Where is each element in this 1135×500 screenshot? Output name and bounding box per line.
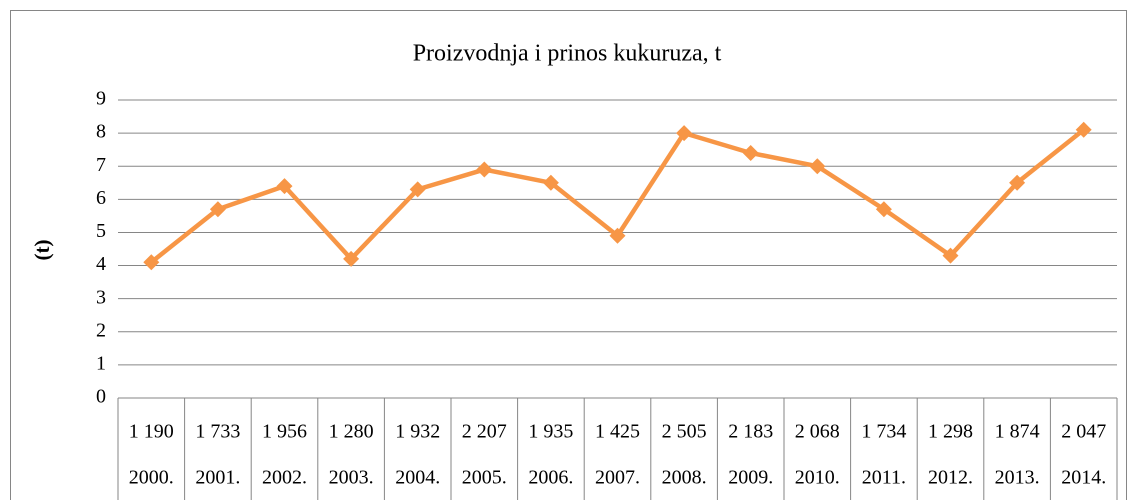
x-tick-label: 2011. bbox=[862, 467, 906, 489]
x-tick-label-production: 2 068 bbox=[795, 421, 840, 443]
x-tick-label-production: 1 280 bbox=[329, 421, 374, 443]
x-tick-label-production: 1 874 bbox=[995, 421, 1040, 443]
x-tick-label-production: 1 190 bbox=[129, 421, 174, 443]
x-tick-label: 2008. bbox=[662, 467, 707, 489]
x-tick-label-production: 1 425 bbox=[595, 421, 640, 443]
x-tick-label-production: 2 207 bbox=[462, 421, 507, 443]
y-tick-label: 2 bbox=[96, 319, 106, 341]
y-tick-label: 3 bbox=[96, 286, 106, 308]
x-tick-label-production: 2 183 bbox=[728, 421, 773, 443]
y-tick-label: 5 bbox=[96, 220, 106, 242]
marker bbox=[276, 178, 293, 195]
x-tick-label: 2014. bbox=[1061, 467, 1106, 489]
y-tick-label: 4 bbox=[96, 253, 106, 275]
x-tick-label-production: 2 047 bbox=[1061, 421, 1106, 443]
marker bbox=[542, 174, 559, 191]
x-tick-label: 2012. bbox=[928, 467, 973, 489]
x-tick-label: 2006. bbox=[528, 467, 573, 489]
x-tick-label: 2007. bbox=[595, 467, 640, 489]
marker bbox=[143, 254, 160, 271]
x-tick-label-production: 1 733 bbox=[195, 421, 240, 443]
x-tick-label-production: 1 956 bbox=[262, 421, 307, 443]
marker bbox=[609, 227, 626, 244]
marker bbox=[676, 125, 693, 142]
y-tick-label: 1 bbox=[96, 352, 106, 374]
x-tick-label: 2000. bbox=[129, 467, 174, 489]
y-tick-label: 7 bbox=[96, 154, 106, 176]
marker bbox=[476, 161, 493, 178]
x-tick-label: 2009. bbox=[728, 467, 773, 489]
marker bbox=[809, 158, 826, 175]
x-tick-label: 2001. bbox=[195, 467, 240, 489]
marker bbox=[742, 144, 759, 161]
x-tick-label: 2010. bbox=[795, 467, 840, 489]
x-tick-label: 2005. bbox=[462, 467, 507, 489]
x-tick-label: 2003. bbox=[329, 467, 374, 489]
chart-border bbox=[10, 10, 1127, 500]
x-tick-label: 2004. bbox=[395, 467, 440, 489]
y-tick-label: 9 bbox=[96, 88, 106, 110]
marker bbox=[875, 201, 892, 218]
y-tick-label: 0 bbox=[96, 386, 106, 408]
y-axis-label: (t) bbox=[30, 240, 54, 261]
y-tick-label: 8 bbox=[96, 121, 106, 143]
x-tick-label-production: 1 734 bbox=[861, 421, 906, 443]
x-tick-label-production: 1 932 bbox=[395, 421, 440, 443]
chart-title: Proizvodnja i prinos kukuruza, t bbox=[413, 41, 722, 67]
marker bbox=[343, 250, 360, 267]
marker bbox=[209, 201, 226, 218]
x-tick-label: 2002. bbox=[262, 467, 307, 489]
marker bbox=[409, 181, 426, 198]
x-tick-label-production: 1 298 bbox=[928, 421, 973, 443]
marker bbox=[942, 247, 959, 264]
x-tick-label-production: 1 935 bbox=[528, 421, 573, 443]
marker bbox=[1009, 174, 1026, 191]
y-tick-label: 6 bbox=[96, 187, 106, 209]
x-tick-label: 2013. bbox=[995, 467, 1040, 489]
marker bbox=[1075, 121, 1092, 138]
x-tick-label-production: 2 505 bbox=[662, 421, 707, 443]
